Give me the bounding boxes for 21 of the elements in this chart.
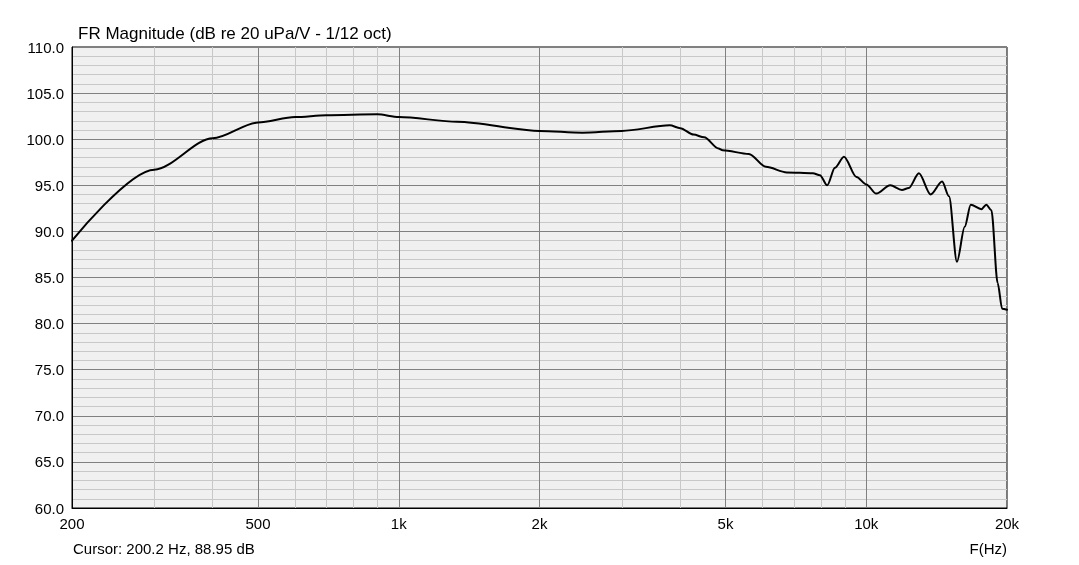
- chart-title: FR Magnitude (dB re 20 uPa/V - 1/12 oct): [78, 24, 392, 43]
- y-tick-label: 100.0: [26, 130, 64, 148]
- y-tick-label: 65.0: [34, 453, 64, 471]
- y-tick-label: 95.0: [34, 176, 64, 194]
- y-tick-label: 90.0: [34, 222, 64, 240]
- x-tick-label: 200: [59, 515, 85, 532]
- y-tick-label: 110.0: [27, 38, 64, 56]
- x-tick-label: 5k: [717, 515, 734, 532]
- x-tick-label: 500: [245, 515, 271, 532]
- y-tick-label: 85.0: [34, 269, 64, 286]
- y-tick-label: 105.0: [26, 84, 64, 102]
- x-axis-title: F(Hz): [969, 540, 1008, 557]
- y-tick-label: 60.0: [34, 499, 64, 517]
- x-tick-label: 2k: [531, 515, 548, 532]
- y-tick-label: 75.0: [34, 361, 64, 379]
- x-tick-label: 10k: [854, 515, 879, 532]
- x-tick-label: 1k: [390, 515, 408, 532]
- y-tick-label: 70.0: [34, 407, 64, 425]
- y-tick-label: 80.0: [34, 315, 64, 333]
- x-tick-label: 20k: [994, 515, 1020, 532]
- text: Cursor: 200.2 Hz, 88.95 dB: [73, 540, 255, 557]
